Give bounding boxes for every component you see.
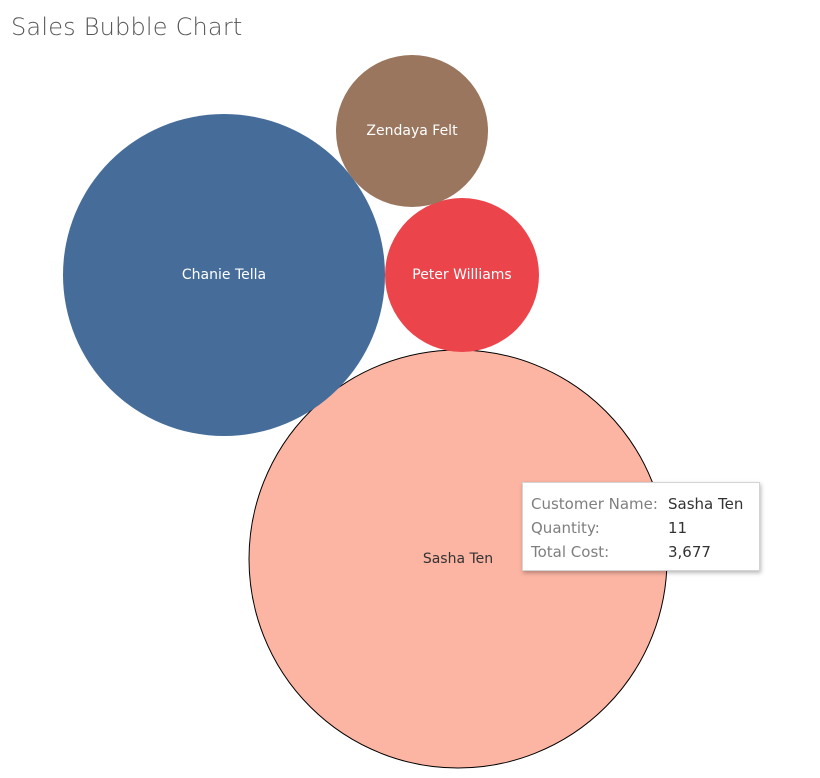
bubble-peter-williams[interactable]	[385, 198, 539, 352]
tooltip: Customer Name: Sasha Ten Quantity: 11 To…	[522, 482, 760, 571]
bubble-label-chanie-tella: Chanie Tella	[182, 267, 266, 283]
bubble-label-sasha-ten: Sasha Ten	[423, 551, 493, 567]
chart-title: Sales Bubble Chart	[11, 13, 243, 41]
bubble-label-peter-williams: Peter Williams	[412, 267, 511, 283]
bubble-chanie-tella[interactable]	[63, 114, 385, 436]
tooltip-key: Total Cost:	[531, 543, 610, 561]
tooltip-value: 11	[668, 519, 688, 537]
bubble-label-zendaya-felt: Zendaya Felt	[366, 123, 458, 139]
tooltip-value: 3,677	[668, 543, 711, 561]
tooltip-row-customer: Customer Name: Sasha Ten	[531, 492, 759, 516]
bubble-zendaya-felt[interactable]	[336, 55, 488, 207]
tooltip-key: Customer Name:	[531, 495, 658, 513]
tooltip-key: Quantity:	[531, 519, 600, 537]
tooltip-value: Sasha Ten	[668, 495, 744, 513]
tooltip-row-quantity: Quantity: 11	[531, 516, 759, 540]
tooltip-row-total-cost: Total Cost: 3,677	[531, 540, 759, 564]
